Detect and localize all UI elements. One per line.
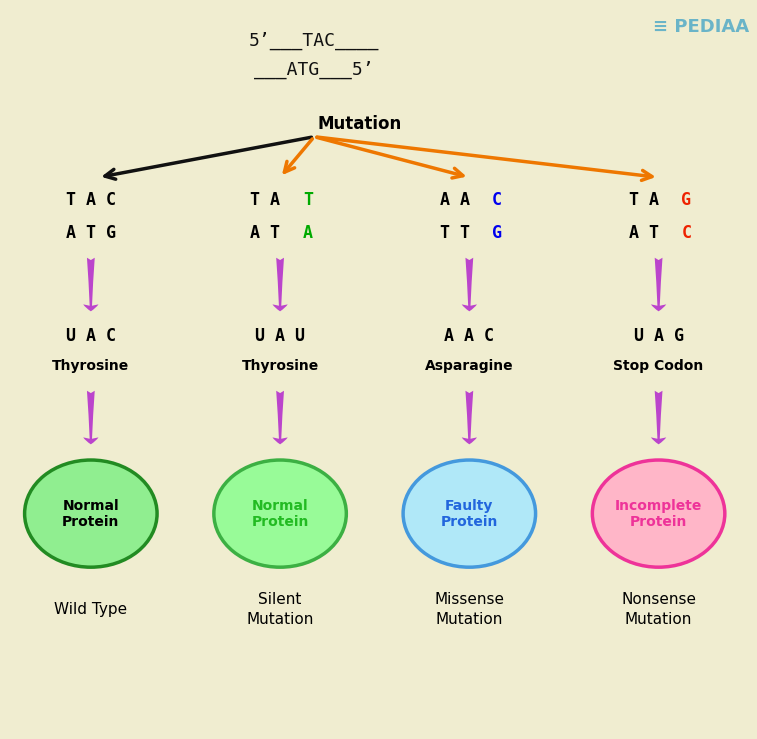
Text: A T G: A T G [66, 224, 116, 242]
Text: Silent
Mutation: Silent Mutation [246, 592, 314, 627]
Text: C: C [681, 224, 691, 242]
Text: A A: A A [440, 191, 480, 208]
Text: Thyrosine: Thyrosine [52, 359, 129, 372]
Text: G: G [492, 224, 502, 242]
Text: Thyrosine: Thyrosine [241, 359, 319, 372]
Text: Normal
Protein: Normal Protein [62, 499, 120, 528]
Ellipse shape [403, 460, 536, 568]
Ellipse shape [213, 460, 346, 568]
Text: U A U: U A U [255, 327, 305, 345]
Text: Stop Codon: Stop Codon [613, 359, 704, 372]
Text: Wild Type: Wild Type [55, 602, 127, 617]
Ellipse shape [593, 460, 725, 568]
Text: A A C: A A C [444, 327, 494, 345]
Text: Mutation: Mutation [317, 115, 402, 133]
Text: 5’___TAC____: 5’___TAC____ [249, 32, 379, 50]
Text: G: G [681, 191, 691, 208]
Ellipse shape [25, 460, 157, 568]
Text: U A C: U A C [66, 327, 116, 345]
Text: Nonsense
Mutation: Nonsense Mutation [621, 592, 696, 627]
Text: T: T [303, 191, 313, 208]
Text: U A G: U A G [634, 327, 684, 345]
Text: Faulty
Protein: Faulty Protein [441, 499, 498, 528]
Text: T T: T T [440, 224, 480, 242]
Text: A T: A T [629, 224, 669, 242]
Text: Asparagine: Asparagine [425, 359, 514, 372]
Text: T A: T A [251, 191, 291, 208]
Text: Normal
Protein: Normal Protein [251, 499, 309, 528]
Text: Incomplete
Protein: Incomplete Protein [615, 499, 702, 528]
Text: ___ATG___5’: ___ATG___5’ [254, 61, 374, 79]
Text: Missense
Mutation: Missense Mutation [435, 592, 504, 627]
Text: T A: T A [629, 191, 669, 208]
Text: T A C: T A C [66, 191, 116, 208]
Text: ≡ PEDIAA: ≡ PEDIAA [653, 18, 749, 36]
Text: A: A [303, 224, 313, 242]
Text: A T: A T [251, 224, 291, 242]
Text: C: C [492, 191, 502, 208]
